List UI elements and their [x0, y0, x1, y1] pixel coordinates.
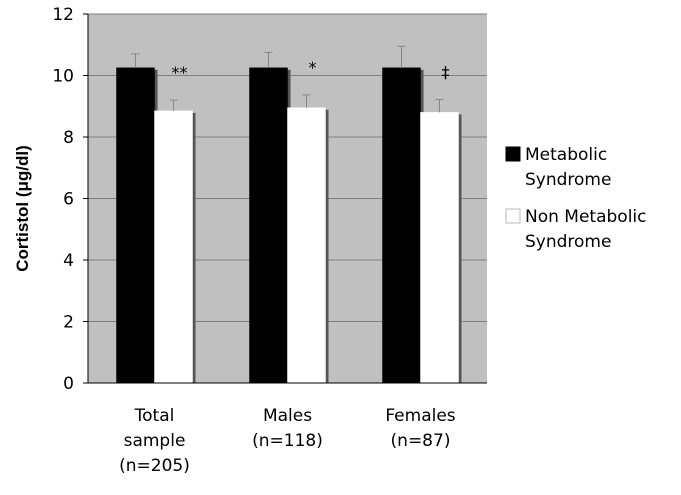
- x-category-label: sample: [124, 431, 186, 451]
- y-tick-label: 2: [63, 313, 74, 333]
- bars: [116, 67, 462, 384]
- x-category-label: Females: [385, 406, 455, 426]
- y-tick-label: 12: [52, 5, 74, 25]
- x-category-label: Total: [134, 406, 175, 426]
- bar: [287, 107, 326, 384]
- y-tick-label: 8: [63, 128, 74, 148]
- legend-swatch: [505, 146, 521, 162]
- bar: [420, 112, 459, 384]
- x-category-label: (n=87): [391, 431, 451, 451]
- legend-label: Non Metabolic: [525, 207, 647, 227]
- significance-mark: ‡: [442, 62, 450, 81]
- bar: [382, 67, 421, 384]
- x-category-label: (n=205): [119, 456, 190, 476]
- legend-label: Syndrome: [525, 170, 611, 190]
- legend-label: Syndrome: [525, 232, 611, 252]
- bar: [249, 67, 288, 384]
- error-bars: [131, 45, 444, 113]
- significance-mark: *: [309, 58, 317, 77]
- y-tick-label: 10: [52, 67, 74, 87]
- y-axis-label: Cortistol (μg/dl): [13, 145, 32, 272]
- y-tick-label: 6: [63, 190, 74, 210]
- y-axis-ticks: 0 2 4 6 8 10 12: [52, 5, 88, 394]
- significance-mark: **: [172, 63, 188, 82]
- legend: Metabolic Syndrome Non Metabolic Syndrome: [505, 145, 647, 252]
- x-axis-category-labels: Total sample (n=205) Males (n=118) Females (n=…: [119, 406, 456, 476]
- legend-swatch: [505, 208, 521, 224]
- significance-marks: ** * ‡: [172, 58, 450, 82]
- x-category-label: (n=118): [252, 431, 323, 451]
- y-tick-label: 4: [63, 251, 74, 271]
- x-category-label: Males: [263, 406, 312, 426]
- legend-label: Metabolic: [525, 145, 607, 165]
- bar: [154, 110, 193, 384]
- y-tick-label: 0: [63, 374, 74, 394]
- bar: [116, 67, 155, 384]
